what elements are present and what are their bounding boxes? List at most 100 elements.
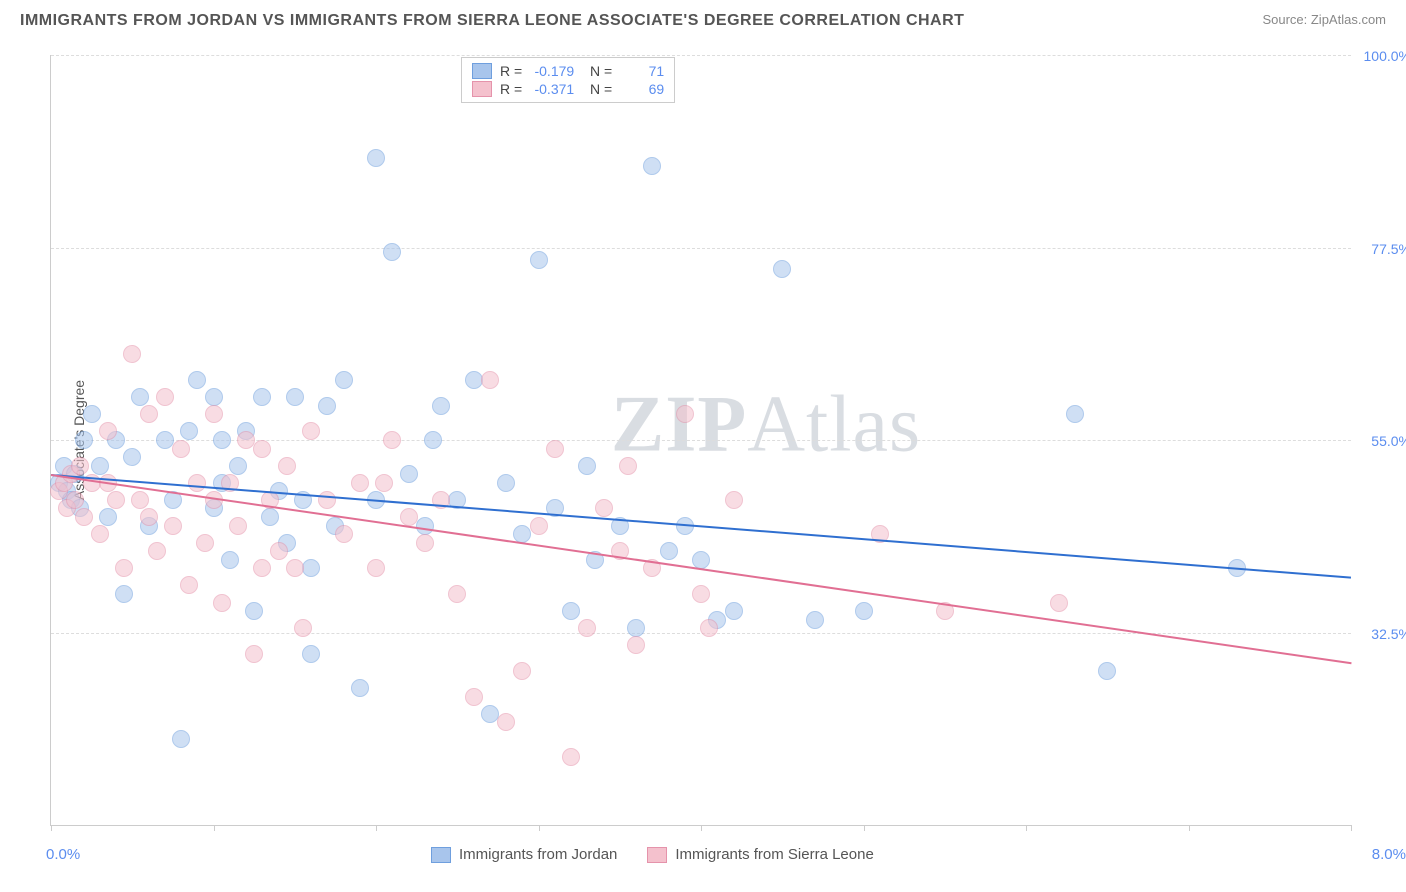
data-point: [131, 491, 149, 509]
data-point: [595, 499, 613, 517]
data-point: [213, 594, 231, 612]
data-point: [302, 422, 320, 440]
plot-area: ZIPAtlas Associate's Degree 32.5%55.0%77…: [50, 55, 1351, 826]
data-point: [1098, 662, 1116, 680]
data-point: [660, 542, 678, 560]
data-point: [562, 748, 580, 766]
correlation-legend: R = -0.179 N = 71 R = -0.371 N = 69: [461, 57, 675, 103]
data-point: [188, 474, 206, 492]
data-point: [351, 679, 369, 697]
data-point: [383, 431, 401, 449]
data-point: [497, 474, 515, 492]
legend-swatch-sierra: [647, 847, 667, 863]
data-point: [578, 457, 596, 475]
data-point: [148, 542, 166, 560]
data-point: [1050, 594, 1068, 612]
r-label: R =: [500, 63, 522, 79]
data-point: [692, 551, 710, 569]
legend-item-sierra: Immigrants from Sierra Leone: [647, 846, 873, 863]
data-point: [424, 431, 442, 449]
data-point: [245, 602, 263, 620]
data-point: [513, 662, 531, 680]
x-tick: [1189, 825, 1190, 831]
data-point: [481, 705, 499, 723]
legend-label-jordan: Immigrants from Jordan: [459, 846, 617, 863]
data-point: [335, 525, 353, 543]
gridline-h: 100.0%: [51, 55, 1351, 56]
data-point: [416, 517, 434, 535]
n-label: N =: [582, 81, 612, 97]
data-point: [302, 559, 320, 577]
y-tick-label: 77.5%: [1371, 241, 1406, 257]
x-tick: [1026, 825, 1027, 831]
data-point: [351, 474, 369, 492]
data-point: [400, 465, 418, 483]
data-point: [237, 431, 255, 449]
n-label: N =: [582, 63, 612, 79]
y-tick-label: 55.0%: [1371, 433, 1406, 449]
data-point: [164, 517, 182, 535]
watermark-atlas: Atlas: [747, 380, 921, 468]
data-point: [465, 688, 483, 706]
data-point: [71, 457, 89, 475]
data-point: [448, 585, 466, 603]
data-point: [725, 602, 743, 620]
data-point: [302, 645, 320, 663]
data-point: [619, 457, 637, 475]
data-point: [806, 611, 824, 629]
data-point: [578, 619, 596, 637]
data-point: [91, 457, 109, 475]
data-point: [123, 448, 141, 466]
data-point: [180, 422, 198, 440]
data-point: [530, 517, 548, 535]
watermark-zip: ZIP: [611, 380, 747, 468]
data-point: [188, 371, 206, 389]
legend-label-sierra: Immigrants from Sierra Leone: [675, 846, 873, 863]
data-point: [432, 397, 450, 415]
swatch-sierra: [472, 81, 492, 97]
data-point: [156, 388, 174, 406]
data-point: [627, 636, 645, 654]
correlation-row-jordan: R = -0.179 N = 71: [472, 62, 664, 80]
data-point: [286, 388, 304, 406]
data-point: [546, 440, 564, 458]
legend-item-jordan: Immigrants from Jordan: [431, 846, 617, 863]
header-bar: IMMIGRANTS FROM JORDAN VS IMMIGRANTS FRO…: [0, 0, 1406, 38]
data-point: [107, 491, 125, 509]
x-tick: [864, 825, 865, 831]
trendline: [51, 474, 1351, 664]
data-point: [294, 619, 312, 637]
source-label: Source: ZipAtlas.com: [1262, 12, 1386, 27]
data-point: [75, 508, 93, 526]
data-point: [140, 405, 158, 423]
data-point: [253, 388, 271, 406]
data-point: [643, 157, 661, 175]
data-point: [172, 440, 190, 458]
x-tick: [701, 825, 702, 831]
data-point: [156, 431, 174, 449]
data-point: [335, 371, 353, 389]
data-point: [286, 559, 304, 577]
legend-swatch-jordan: [431, 847, 451, 863]
data-point: [115, 559, 133, 577]
data-point: [725, 491, 743, 509]
data-point: [83, 405, 101, 423]
data-point: [367, 559, 385, 577]
data-point: [692, 585, 710, 603]
series-legend: Immigrants from Jordan Immigrants from S…: [431, 846, 874, 863]
data-point: [140, 508, 158, 526]
data-point: [91, 525, 109, 543]
data-point: [270, 542, 288, 560]
data-point: [318, 491, 336, 509]
data-point: [229, 517, 247, 535]
data-point: [75, 431, 93, 449]
y-tick-label: 100.0%: [1364, 48, 1406, 64]
x-tick: [1351, 825, 1352, 831]
data-point: [172, 730, 190, 748]
n-value-jordan: 71: [620, 63, 664, 79]
data-point: [115, 585, 133, 603]
data-point: [676, 405, 694, 423]
correlation-row-sierra: R = -0.371 N = 69: [472, 80, 664, 98]
data-point: [627, 619, 645, 637]
chart-title: IMMIGRANTS FROM JORDAN VS IMMIGRANTS FRO…: [20, 12, 964, 30]
